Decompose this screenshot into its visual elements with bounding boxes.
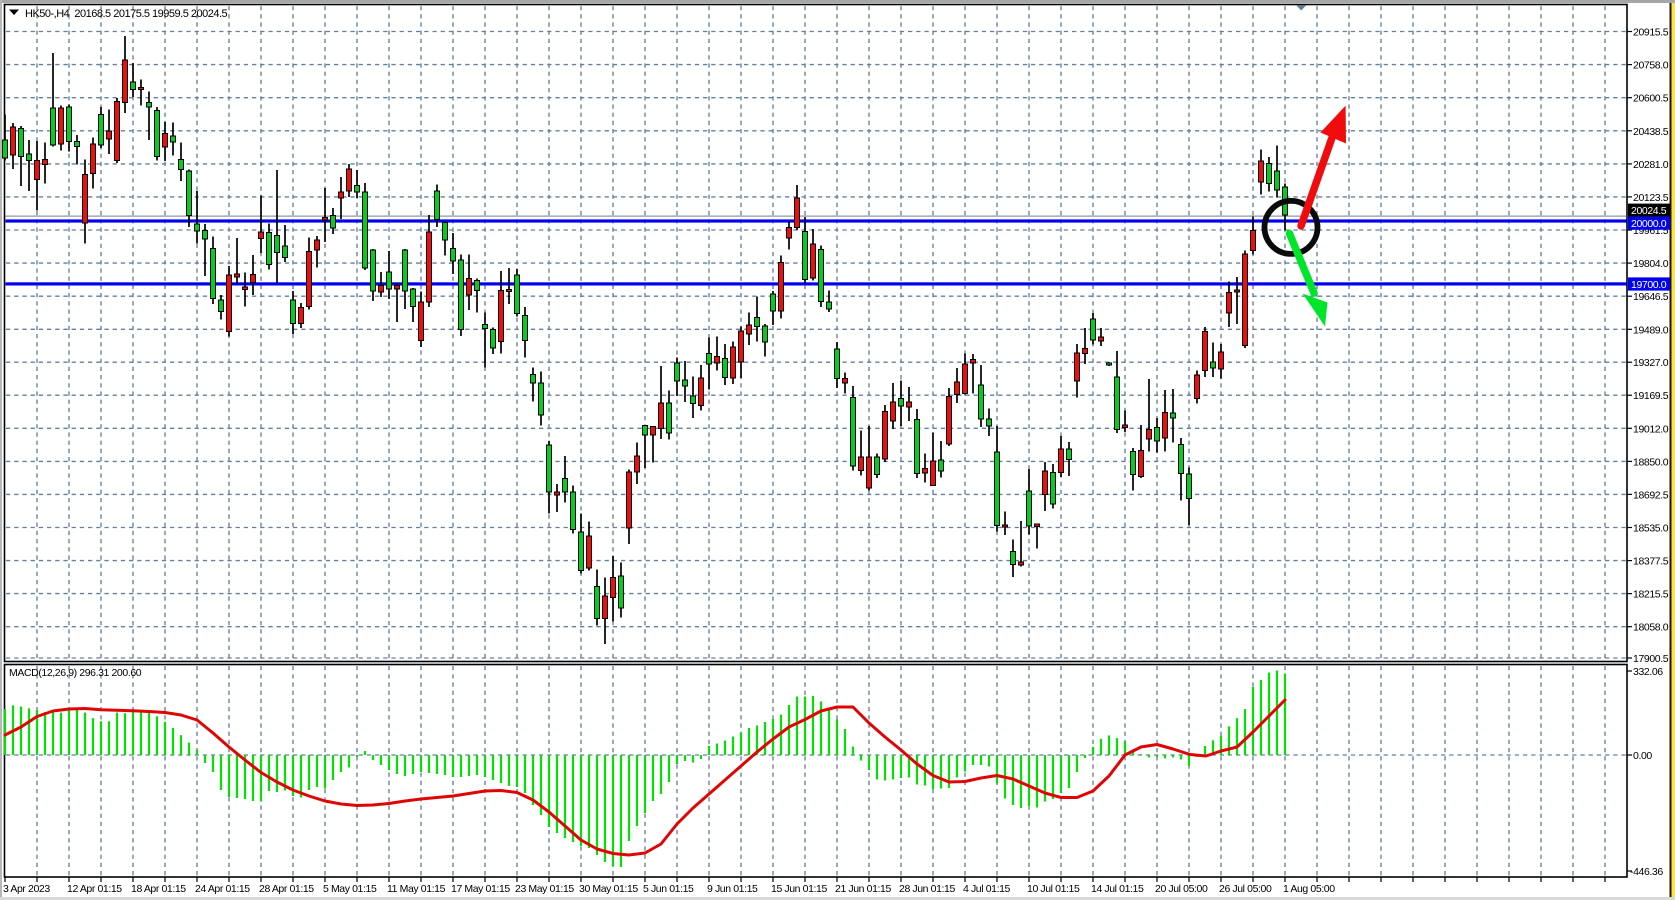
svg-text:14 Jul 01:15: 14 Jul 01:15 (1091, 883, 1144, 895)
svg-text:20438.5: 20438.5 (1633, 126, 1669, 138)
svg-text:28 Apr 01:15: 28 Apr 01:15 (259, 883, 314, 895)
svg-text:17 May 01:15: 17 May 01:15 (451, 883, 510, 895)
svg-text:20000.0: 20000.0 (1631, 218, 1667, 230)
svg-text:18058.0: 18058.0 (1633, 622, 1669, 634)
svg-text:5 May 01:15: 5 May 01:15 (323, 883, 377, 895)
svg-text:19012.0: 19012.0 (1633, 423, 1669, 435)
svg-text:20915.5: 20915.5 (1633, 27, 1669, 39)
svg-text:19169.5: 19169.5 (1633, 390, 1669, 402)
svg-text:19804.0: 19804.0 (1633, 258, 1669, 270)
svg-text:18850.0: 18850.0 (1633, 456, 1669, 468)
svg-text:1 Aug 05:00: 1 Aug 05:00 (1283, 883, 1335, 895)
svg-text:26 Jul 05:00: 26 Jul 05:00 (1219, 883, 1272, 895)
svg-text:19700.0: 19700.0 (1631, 279, 1667, 291)
svg-text:20024.5: 20024.5 (1631, 205, 1667, 217)
svg-text:-446.36: -446.36 (1630, 866, 1663, 878)
svg-text:4 Jul 01:15: 4 Jul 01:15 (963, 883, 1011, 895)
svg-text:19489.0: 19489.0 (1633, 324, 1669, 336)
svg-text:17900.5: 17900.5 (1633, 653, 1669, 665)
svg-text:15 Jun 01:15: 15 Jun 01:15 (771, 883, 827, 895)
svg-text:5 Jun 01:15: 5 Jun 01:15 (643, 883, 694, 895)
svg-text:20123.5: 20123.5 (1633, 192, 1669, 204)
svg-text:9 Jun 01:15: 9 Jun 01:15 (707, 883, 758, 895)
svg-text:18 Apr 01:15: 18 Apr 01:15 (131, 883, 186, 895)
svg-text:20 Jul 05:00: 20 Jul 05:00 (1155, 883, 1208, 895)
svg-text:18692.5: 18692.5 (1633, 489, 1669, 501)
svg-text:20600.5: 20600.5 (1633, 93, 1669, 105)
svg-text:11 May 01:15: 11 May 01:15 (387, 883, 446, 895)
svg-text:23 May 01:15: 23 May 01:15 (515, 883, 574, 895)
svg-text:30 May 01:15: 30 May 01:15 (579, 883, 638, 895)
svg-text:28 Jun 01:15: 28 Jun 01:15 (899, 883, 955, 895)
svg-text:12 Apr 01:15: 12 Apr 01:15 (67, 883, 122, 895)
svg-text:332.06: 332.06 (1633, 666, 1663, 678)
svg-text:10 Jul 01:15: 10 Jul 01:15 (1027, 883, 1080, 895)
svg-text:19646.5: 19646.5 (1633, 291, 1669, 303)
svg-text:21 Jun 01:15: 21 Jun 01:15 (835, 883, 891, 895)
svg-text:MACD(12,26,9) 296.31 200.60: MACD(12,26,9) 296.31 200.60 (9, 667, 142, 679)
svg-text:19327.0: 19327.0 (1633, 357, 1669, 369)
svg-text:3 Apr 2023: 3 Apr 2023 (3, 883, 50, 895)
svg-text:24 Apr 01:15: 24 Apr 01:15 (195, 883, 250, 895)
svg-text:20281.0: 20281.0 (1633, 159, 1669, 171)
svg-text:18535.0: 18535.0 (1633, 523, 1669, 535)
svg-text:18215.5: 18215.5 (1633, 589, 1669, 601)
svg-text:18377.5: 18377.5 (1633, 556, 1669, 568)
svg-text:HK50-,H4 20168.5 20175.5 1995: HK50-,H4 20168.5 20175.5 19959.5 20024.5 (25, 8, 228, 20)
svg-text:20758.0: 20758.0 (1633, 60, 1669, 72)
svg-text:0.00: 0.00 (1633, 750, 1652, 762)
